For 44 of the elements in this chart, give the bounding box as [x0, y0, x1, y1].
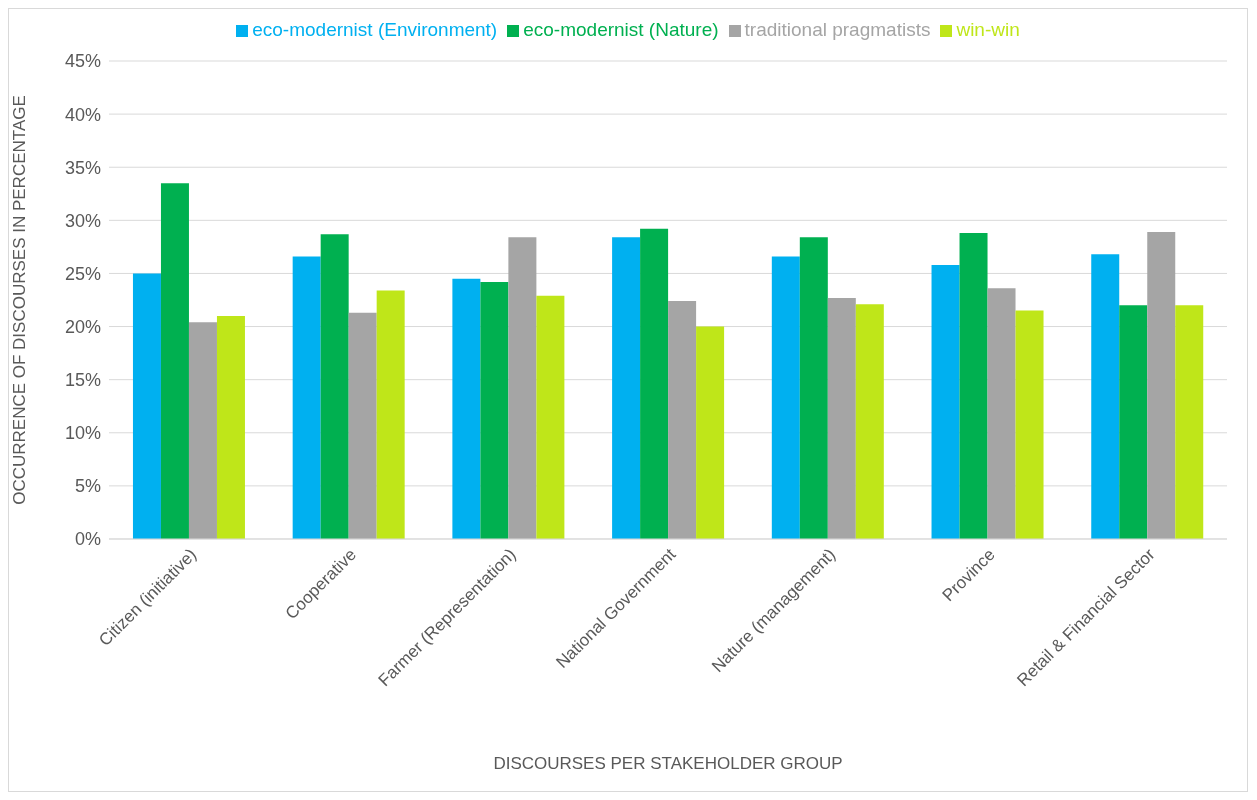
y-tick-label: 45% [64, 51, 101, 72]
bar [160, 183, 189, 539]
legend-label: traditional pragmatists [744, 19, 931, 40]
bar [292, 256, 321, 539]
legend-label: eco-modernist (Environment) [252, 19, 498, 40]
bar [668, 301, 697, 539]
bar [376, 290, 405, 539]
bar [1091, 254, 1120, 539]
bar [348, 312, 377, 539]
bar [480, 281, 509, 539]
bar [132, 273, 161, 539]
bar [1015, 310, 1044, 539]
bar [696, 326, 725, 539]
x-axis-title: DISCOURSES PER STAKEHOLDER GROUP [493, 754, 843, 773]
bar [1147, 232, 1176, 539]
y-tick-label: 0% [74, 529, 101, 550]
bar [216, 315, 245, 539]
bar [452, 278, 481, 539]
bar [799, 237, 828, 539]
bar [987, 288, 1016, 539]
y-tick-label: 35% [64, 157, 101, 178]
y-tick-label: 30% [64, 210, 101, 231]
bar [827, 297, 856, 539]
bar [855, 304, 884, 539]
bar [536, 295, 565, 539]
bar [612, 237, 641, 539]
bar [188, 322, 217, 539]
legend-label: win-win [956, 19, 1020, 40]
bar [640, 228, 669, 539]
legend-label: eco-modernist (Nature) [523, 19, 719, 40]
bar [1175, 305, 1204, 539]
y-tick-label: 40% [64, 104, 101, 125]
y-tick-label: 25% [64, 263, 101, 284]
y-tick-label: 5% [74, 476, 101, 497]
y-axis-title: OCCURRENCE OF DISCOURSES IN PERCENTAGE [10, 95, 30, 505]
bar [931, 264, 960, 539]
bar [508, 237, 537, 539]
y-tick-label: 10% [64, 423, 101, 444]
bar [771, 256, 800, 539]
bar [320, 234, 349, 539]
y-tick-label: 20% [64, 316, 101, 337]
bar [1119, 305, 1148, 539]
bar [959, 233, 988, 539]
y-tick-label: 15% [64, 370, 101, 391]
